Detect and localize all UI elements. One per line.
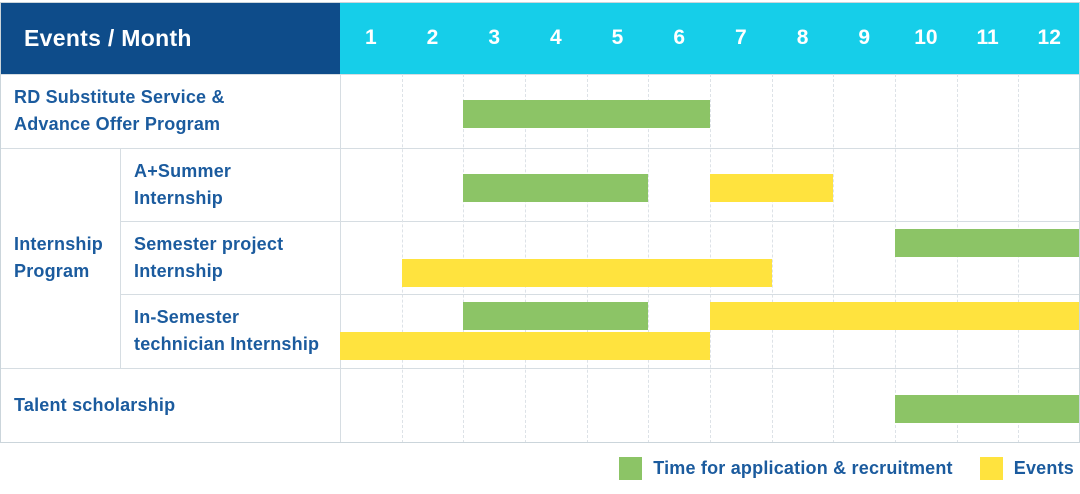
legend-events-swatch [979,456,1003,480]
month-grid-line [648,74,649,443]
row-label-line: Advance Offer Program [14,114,221,134]
month-label: 4 [550,26,562,49]
row-divider-line [0,148,1080,149]
month-label: 8 [796,26,809,49]
legend: Time for application & recruitment Event… [619,455,1074,481]
row-label: RD Substitute Service & Advance Offer Pro… [14,74,330,148]
gantt-bar-recruitment [895,395,1080,423]
month-grid-line [402,74,403,443]
month-label: 11 [976,26,999,49]
row-label-line: A+Summer [134,160,232,181]
row-label: A+Summer Internship [134,148,330,221]
row-label: Talent scholarship [14,368,330,443]
row-label-line: Talent scholarship [14,395,176,415]
gantt-bar-recruitment [463,302,648,330]
row-divider-line [0,368,1080,369]
month-label: 7 [735,26,747,49]
month-grid-line [772,74,773,443]
month-grid-line [957,74,958,443]
month-label: 6 [673,26,686,49]
row-label-line: Program [14,261,90,281]
month-label: 9 [858,26,871,49]
row-label-line: Internship [134,187,224,208]
row-label: In-Semester technician Internship [134,294,330,368]
column-divider-line [340,74,341,443]
events-month-title: Events / Month [24,24,192,51]
month-grid-line [525,74,526,443]
row-label-line: technician Internship [134,334,320,354]
month-label: 5 [611,26,624,49]
group-label-internship-program: Internship Program [14,148,114,368]
row-label: Semester project Internship [134,221,330,294]
gantt-bar-recruitment [895,229,1080,257]
legend-recruitment-label: Time for application & recruitment [653,457,953,478]
gantt-bar-recruitment [463,174,648,202]
gantt-bar-events [710,174,833,202]
gantt-bar-events [710,302,1080,330]
month-label: 12 [1037,26,1061,49]
row-divider-line [120,294,1080,295]
row-label-line: Internship [134,260,224,281]
row-divider-line [0,74,1080,75]
gantt-bar-events [340,332,710,360]
row-label-line: In-Semester [134,307,240,327]
row-label-line: Internship [14,234,104,254]
month-label: 10 [914,26,938,49]
month-grid-line [463,74,464,443]
month-grid-line [895,74,896,443]
month-grid-line [833,74,834,443]
month-grid-line [1018,74,1019,443]
column-divider-line [120,148,121,368]
month-grid-line [587,74,588,443]
events-month-header-cell: Events / Month [0,2,340,74]
month-label: 2 [426,26,439,49]
row-label-line: Semester project [134,233,284,254]
row-divider-line [120,221,1080,222]
gantt-bar-recruitment [463,100,710,128]
legend-recruitment-swatch [619,456,643,480]
month-header-row: 1 2 3 4 5 6 7 8 9 10 11 12 [340,2,1080,74]
month-grid-line [710,74,711,443]
month-label: 1 [364,26,377,49]
legend-events-label: Events [1013,457,1074,478]
gantt-bar-events [402,259,772,287]
month-label: 3 [488,26,501,49]
row-label-line: RD Substitute Service & [14,87,225,107]
